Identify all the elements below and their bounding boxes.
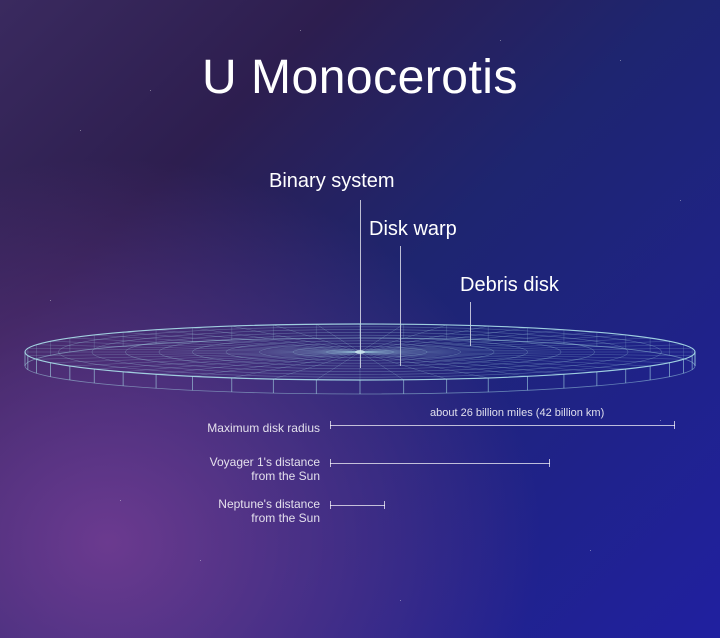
scale-label-1: Voyager 1's distancefrom the Sun bbox=[140, 455, 320, 484]
disk-wireframe bbox=[20, 345, 700, 385]
scale-bar-2 bbox=[330, 505, 385, 506]
scale-bar-0 bbox=[330, 425, 675, 426]
page-title: U Monocerotis bbox=[202, 50, 518, 105]
scale-note: about 26 billion miles (42 billion km) bbox=[430, 407, 604, 419]
scale-bar-1 bbox=[330, 463, 550, 464]
scale-label-2: Neptune's distancefrom the Sun bbox=[140, 497, 320, 526]
label-disk-warp: Disk warp bbox=[369, 218, 457, 241]
scale-label-0: Maximum disk radius bbox=[140, 421, 320, 435]
label-binary-system: Binary system bbox=[269, 170, 395, 193]
disk-svg bbox=[20, 267, 700, 427]
